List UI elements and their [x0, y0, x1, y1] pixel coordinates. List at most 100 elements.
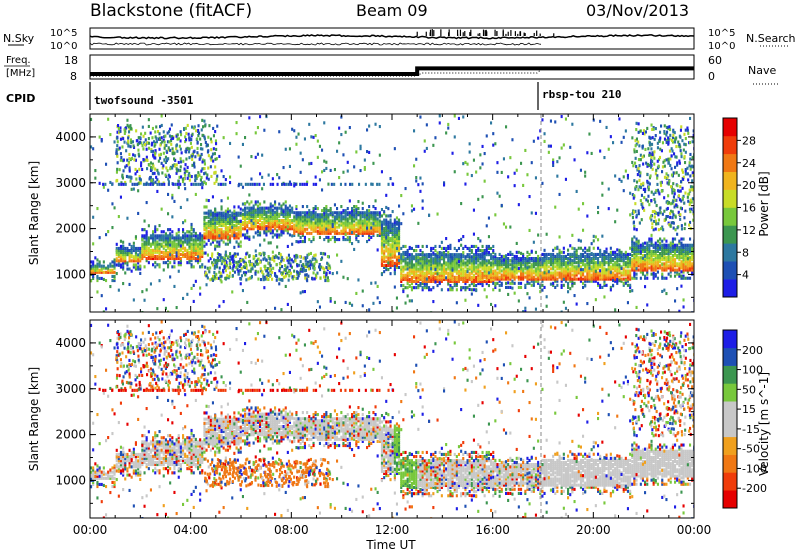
scatter-cell: [207, 238, 210, 242]
scatter-cell: [434, 255, 437, 259]
scatter-cell: [620, 271, 623, 275]
scatter-cell: [492, 263, 495, 267]
scatter-cell: [603, 257, 606, 261]
scatter-cell: [667, 249, 670, 253]
scatter-cell: [333, 215, 336, 219]
scatter-cell: [380, 226, 383, 230]
scatter-cell: [676, 256, 679, 260]
scatter-cell: [263, 212, 266, 216]
scatter-cell: [128, 249, 131, 253]
scatter-cell: [470, 255, 473, 259]
scatter-cell: [244, 273, 247, 277]
scatter-cell: [395, 243, 398, 247]
scatter-cell: [383, 230, 386, 234]
scatter-cell: [457, 273, 460, 277]
scatter-cell: [428, 267, 431, 271]
scatter-cell: [505, 265, 508, 269]
scatter-cell: [453, 170, 456, 174]
scatter-cell: [415, 271, 418, 275]
scatter-cell: [286, 265, 289, 269]
scatter-cell: [479, 249, 482, 253]
scatter-cell: [496, 261, 499, 265]
scatter-cell: [348, 238, 351, 242]
scatter-cell: [222, 240, 225, 244]
scatter-cell: [612, 265, 615, 269]
scatter-cell: [378, 219, 381, 223]
scatter-cell: [211, 240, 214, 244]
scatter-cell: [466, 253, 469, 257]
scatter-cell: [314, 257, 317, 261]
scatter-cell: [509, 263, 512, 267]
scatter-cell: [389, 265, 392, 269]
scatter-cell: [586, 302, 589, 306]
scatter-cell: [579, 265, 582, 269]
scatter-cell: [278, 225, 281, 229]
scatter-cell: [558, 254, 561, 258]
scatter-cell: [147, 242, 150, 246]
scatter-cell: [247, 277, 250, 281]
scatter-cell: [363, 223, 366, 227]
scatter-cell: [549, 252, 552, 256]
scatter-cell: [293, 233, 296, 237]
scatter-cell: [515, 269, 518, 273]
scatter-cell: [676, 245, 679, 249]
scatter-cell: [391, 261, 394, 265]
scatter-cell: [254, 155, 257, 159]
scatter-cell: [646, 303, 649, 307]
scatter-cell: [126, 251, 129, 255]
scatter-cell: [338, 215, 341, 219]
scatter-cell: [671, 140, 674, 144]
scatter-cell: [162, 244, 165, 248]
scatter-cell: [361, 211, 364, 215]
scatter-cell: [197, 242, 200, 246]
scatter-cell: [303, 290, 306, 294]
scatter-cell: [303, 215, 306, 219]
scatter-cell: [445, 267, 448, 271]
scatter-cell: [421, 269, 424, 273]
scatter-cell: [549, 277, 552, 281]
scatter-cell: [177, 242, 180, 246]
scatter-cell: [455, 282, 458, 286]
scatter-cell: [511, 263, 514, 267]
scatter-cell: [404, 275, 407, 279]
scatter-cell: [275, 263, 278, 267]
scatter-cell: [240, 274, 243, 278]
scatter-cell: [494, 304, 497, 308]
scatter-cell: [175, 236, 178, 240]
scatter-cell: [616, 281, 619, 285]
scatter-cell: [276, 216, 279, 220]
noise-left-label: N.Sky: [3, 32, 35, 45]
scatter-cell: [689, 262, 692, 266]
scatter-cell: [380, 224, 383, 228]
scatter-cell: [648, 247, 651, 251]
scatter-cell: [353, 208, 356, 212]
scatter-cell: [609, 265, 612, 269]
scatter-cell: [586, 151, 589, 155]
scatter-cell: [252, 204, 255, 208]
scatter-cell: [577, 277, 580, 281]
scatter-cell: [447, 244, 450, 248]
scatter-cell: [567, 261, 570, 265]
scatter-cell: [387, 220, 390, 224]
scatter-cell: [639, 262, 642, 266]
scatter-cell: [539, 259, 542, 263]
scatter-cell: [445, 261, 448, 265]
scatter-cell: [235, 121, 238, 125]
scatter-cell: [588, 273, 591, 277]
scatter-cell: [205, 283, 208, 287]
scatter-cell: [259, 227, 262, 231]
scatter-cell: [249, 269, 252, 273]
scatter-cell: [663, 254, 666, 258]
scatter-cell: [453, 263, 456, 267]
scatter-cell: [571, 267, 574, 271]
scatter-cell: [485, 279, 488, 283]
scatter-cell: [285, 274, 288, 278]
scatter-cell: [689, 264, 692, 268]
scatter-cell: [370, 231, 373, 235]
scatter-cell: [592, 257, 595, 261]
scatter-cell: [635, 252, 638, 256]
scatter-cell: [680, 266, 683, 270]
scatter-cell: [297, 223, 300, 227]
scatter-cell: [132, 187, 135, 191]
scatter-cell: [203, 236, 206, 240]
